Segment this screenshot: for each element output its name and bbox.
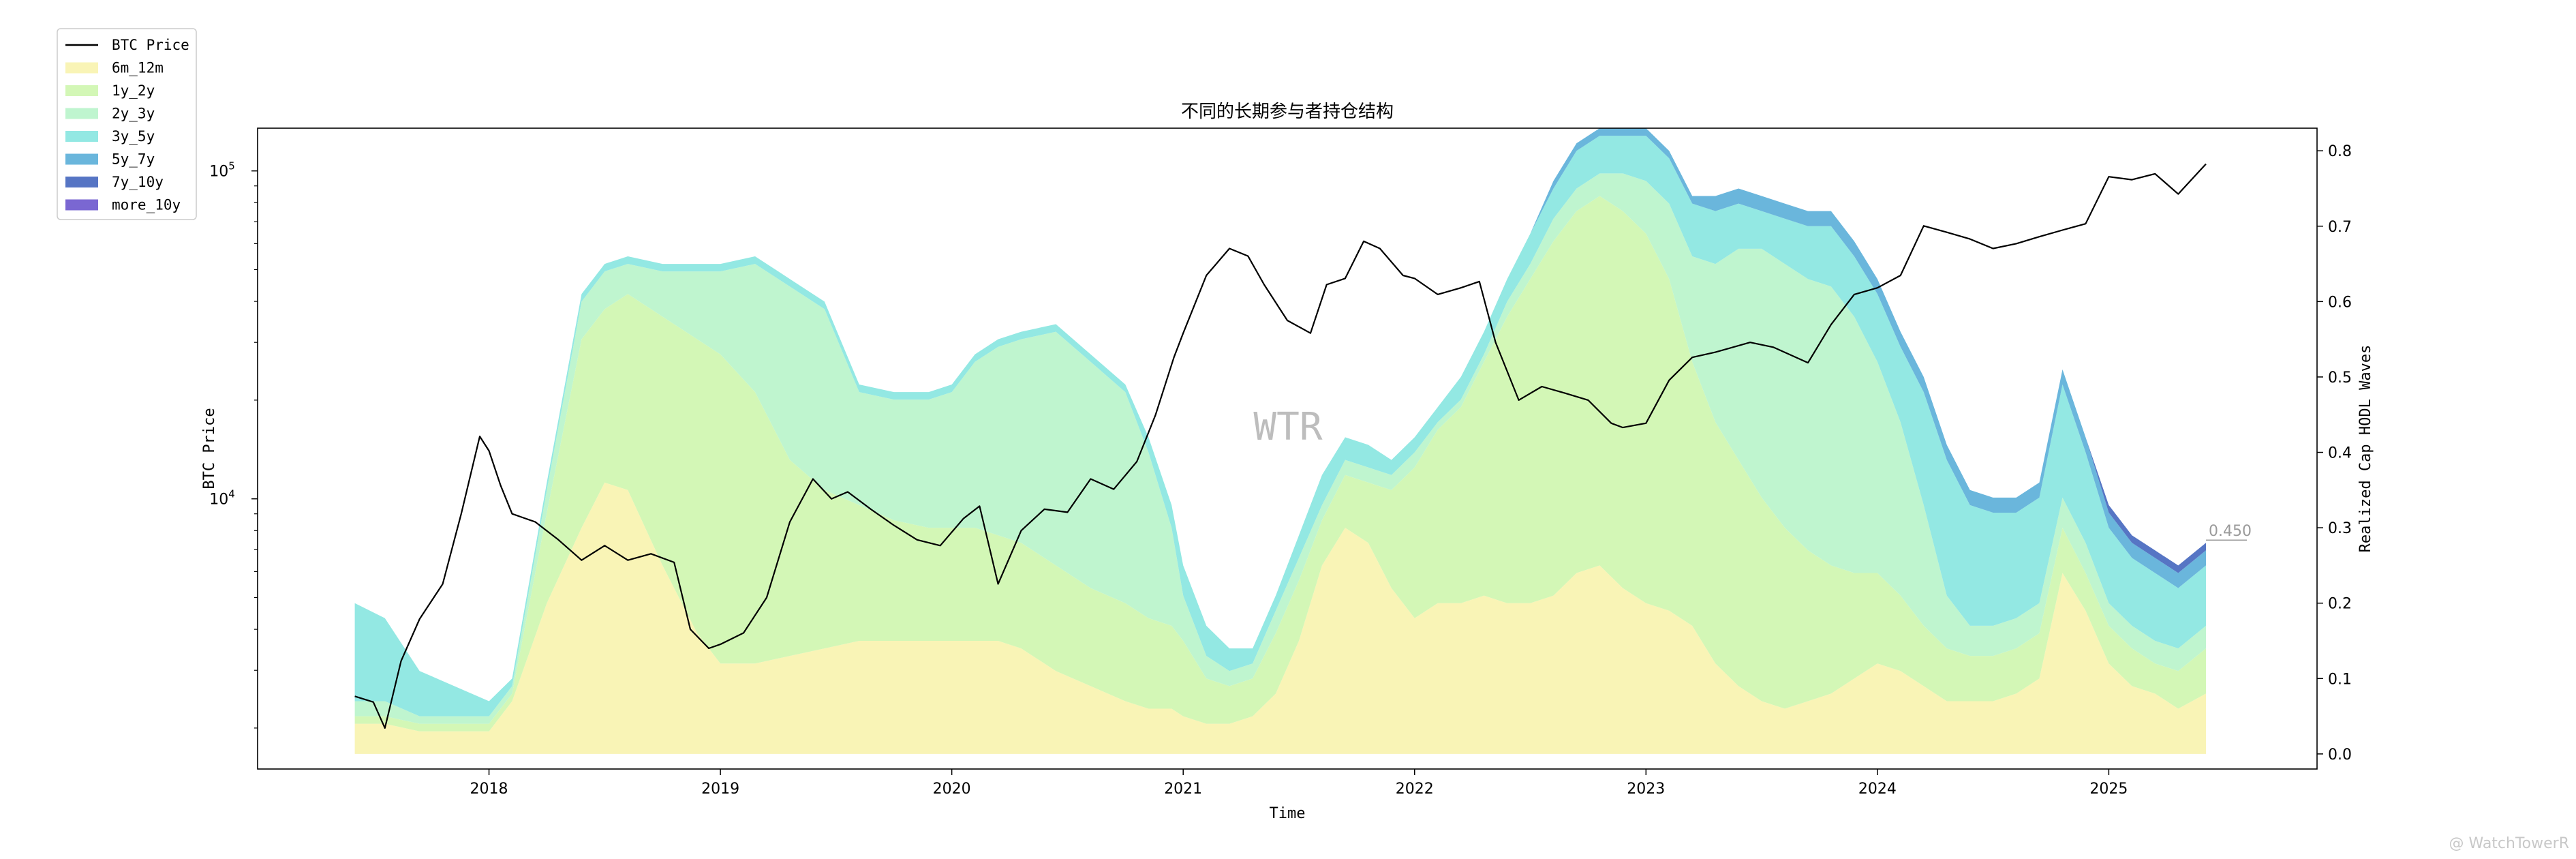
legend-swatch xyxy=(65,199,98,211)
plot-frame xyxy=(257,127,2318,770)
legend-label: more_10y xyxy=(112,197,181,213)
x-tick-label: 2025 xyxy=(2089,781,2128,798)
area-2y-3y xyxy=(354,173,2206,724)
legend-swatch xyxy=(65,85,98,96)
right-tick-label: 0.7 xyxy=(2328,219,2352,236)
x-tick-label: 2020 xyxy=(933,781,971,798)
left-axis-ticks: 104 105 xyxy=(209,160,258,729)
legend: BTC Price 6m_12m 1y_2y 2y_3y 3y_5y 5y_7y 7y_10… xyxy=(57,28,197,220)
chart-title: 不同的长期参与者持仓结构 xyxy=(1181,102,1394,122)
btc-price-line xyxy=(354,163,2207,729)
area-6m-12m xyxy=(354,482,2206,754)
right-tick-label: 0.3 xyxy=(2328,520,2352,537)
right-axis-label: Realized Cap HODL Waves xyxy=(2357,345,2374,553)
legend-swatch xyxy=(65,62,98,74)
last-value-text: 0.450 xyxy=(2209,523,2252,540)
right-tick-label: 0.5 xyxy=(2328,370,2352,387)
right-tick-label: 0.4 xyxy=(2328,445,2352,462)
x-tick-label: 2022 xyxy=(1396,781,1434,798)
legend-swatch xyxy=(65,177,98,187)
x-axis-ticks: 2018 2019 2020 2021 2022 2023 2024 2025 xyxy=(470,769,2128,798)
legend-box xyxy=(57,28,197,220)
legend-label: 6m_12m xyxy=(112,60,164,76)
watermark: WTR xyxy=(1253,405,1322,449)
x-tick-label: 2018 xyxy=(470,781,508,798)
legend-swatch xyxy=(65,108,98,119)
left-tick-label: 105 xyxy=(209,160,235,181)
last-value-annotation: 0.450 xyxy=(2206,523,2252,541)
right-tick-label: 0.1 xyxy=(2328,671,2352,688)
legend-label: BTC Price xyxy=(112,37,189,53)
left-tick-label: 104 xyxy=(209,488,235,509)
legend-label: 1y_2y xyxy=(112,82,155,99)
right-tick-label: 0.2 xyxy=(2328,596,2352,613)
right-tick-label: 0.8 xyxy=(2328,143,2352,160)
x-axis-label: Time xyxy=(1270,805,1306,822)
legend-swatch xyxy=(65,153,98,165)
right-tick-label: 0.0 xyxy=(2328,747,2352,764)
left-axis-label: BTC Price xyxy=(201,408,218,489)
x-tick-label: 2019 xyxy=(701,781,739,798)
legend-swatch xyxy=(65,131,98,142)
right-axis-ticks: 0.0 0.1 0.2 0.3 0.4 0.5 0.6 0.7 0.8 xyxy=(2317,143,2352,764)
credit-watermark: @ WatchTowerR xyxy=(2449,835,2569,852)
x-tick-label: 2021 xyxy=(1164,781,1202,798)
legend-label: 5y_7y xyxy=(112,151,155,168)
right-tick-label: 0.6 xyxy=(2328,294,2352,311)
area-1y-2y xyxy=(354,196,2206,732)
area-3y-5y xyxy=(354,136,2206,717)
price-layer xyxy=(354,163,2207,729)
x-tick-label: 2024 xyxy=(1858,781,1897,798)
legend-label: 3y_5y xyxy=(112,128,155,145)
x-tick-label: 2023 xyxy=(1627,781,1665,798)
legend-label: 7y_10y xyxy=(112,174,164,190)
area-layers xyxy=(354,128,2206,754)
legend-label: 2y_3y xyxy=(112,106,155,122)
